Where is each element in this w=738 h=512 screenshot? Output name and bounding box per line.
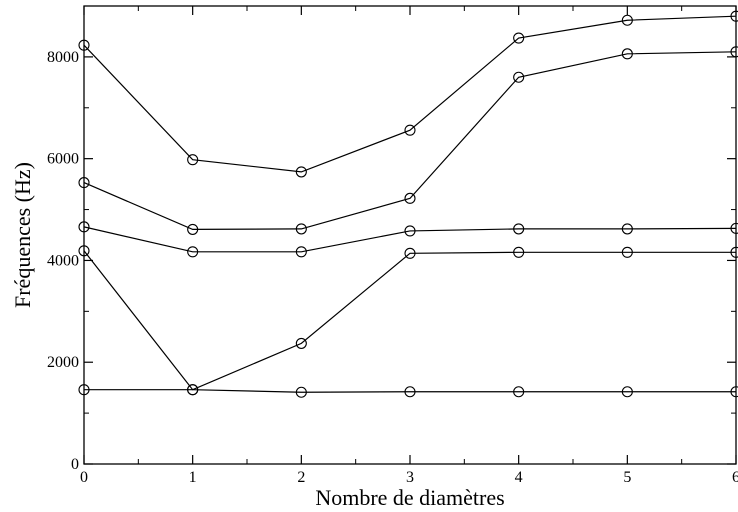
series-1-point [295,386,307,398]
x-tick-label: 5 [623,469,631,486]
series-2-point [404,247,416,259]
series-5-point [295,166,307,178]
series-3-point [78,221,90,233]
series-4-point [78,177,90,189]
series-5-line [83,15,737,173]
y-axis-label: Fréquences (Hz) [10,162,35,308]
series-5-point [187,154,199,166]
series-4-point [187,223,199,235]
series-3-point [404,225,416,237]
series-5-point [78,39,90,51]
series-2-point [187,384,199,396]
x-tick-label: 6 [732,469,738,486]
series-5-point [621,14,633,26]
axis-layer: 0 1 2 3 4 5 6 0 2000 4000 6000 8000 [47,6,738,486]
series-2-point [78,245,90,257]
series-layer [78,10,738,398]
series-4-point [621,48,633,60]
series-1-point [730,386,738,398]
x-axis-label: Nombre de diamètres [315,485,504,510]
x-tick-label: 3 [406,469,414,486]
series-5-point [513,32,525,44]
series-4-point [513,71,525,83]
series-3-point [730,222,738,234]
series-3-point [187,246,199,258]
series-2-point [295,337,307,349]
series-1-point [513,386,525,398]
series-4-line [83,51,737,231]
x-tick-label: 1 [189,469,197,486]
y-tick-label: 8000 [47,49,79,66]
x-tick-label: 4 [515,469,523,486]
series-3-point [295,246,307,258]
series-1-point [404,386,416,398]
series-2-point [730,246,738,258]
series-1-point [78,384,90,396]
series-1-line [84,389,736,393]
series-3-line [83,226,737,253]
series-2-point [621,246,633,258]
series-2-line [83,250,736,391]
y-tick-label: 6000 [47,151,79,168]
y-tick-label: 0 [71,456,79,473]
x-tick-label: 2 [297,469,305,486]
plot-frame [83,5,737,465]
x-tick-label: 0 [80,469,88,486]
y-tick-label: 2000 [47,354,79,371]
series-3-point [621,223,633,235]
series-5-point [404,124,416,136]
series-4-point [295,223,307,235]
y-tick-label: 4000 [47,252,79,269]
series-3-point [513,223,525,235]
series-2-point [513,246,525,258]
series-1-point [621,386,633,398]
series-4-point [404,192,416,204]
